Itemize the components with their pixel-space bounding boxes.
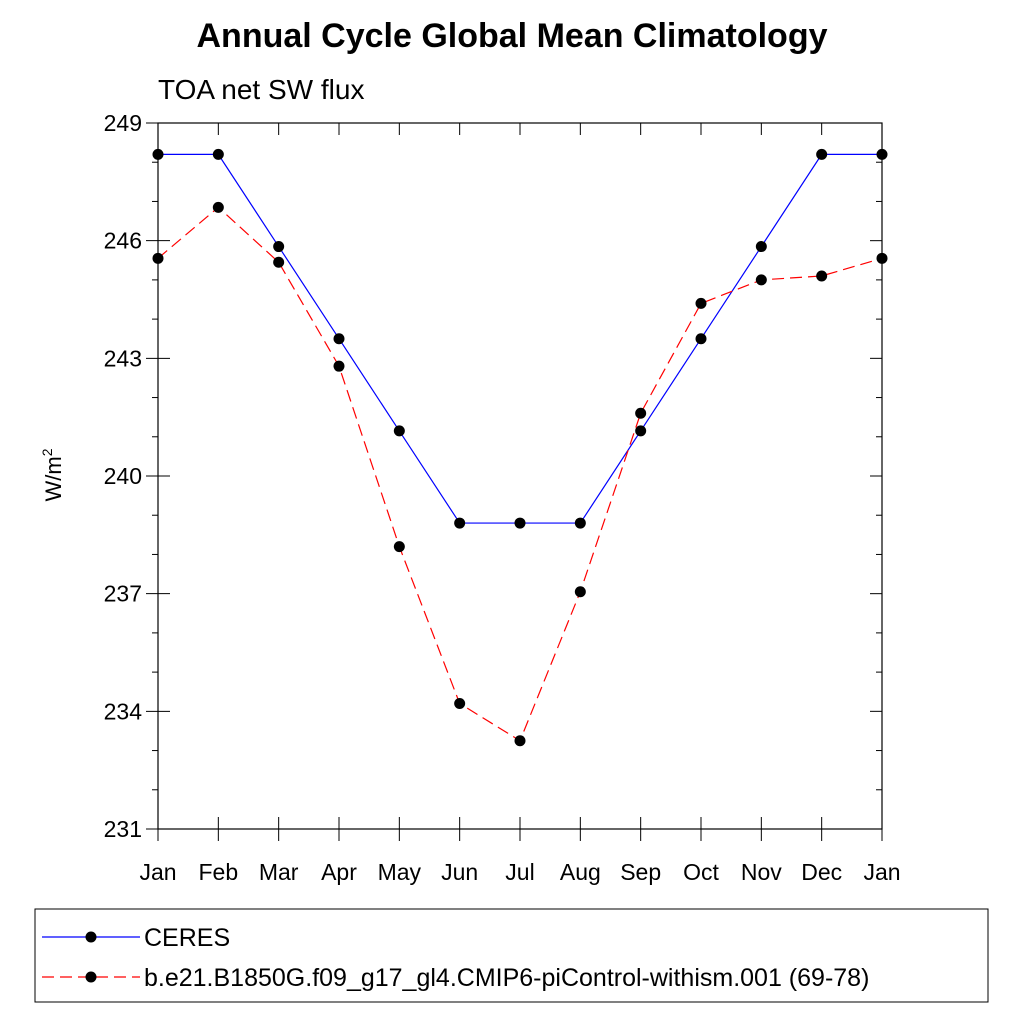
y-tick-label: 231: [104, 816, 142, 842]
chart-subtitle: TOA net SW flux: [158, 74, 364, 105]
series-2-point: [393, 541, 405, 553]
y-axis-label-superscript: 2: [39, 448, 55, 456]
tick-labels: 231 234 237 240 243 246 249 Jan Feb Mar Apr May Jun J…: [104, 110, 901, 885]
y-tick-label: 243: [104, 345, 142, 371]
x-tick-label: Apr: [321, 859, 357, 885]
y-tick-label: 246: [104, 228, 142, 254]
series-1-point: [273, 241, 285, 253]
series-2-point: [454, 697, 466, 709]
series-1-point: [635, 425, 647, 437]
y-tick-label: 237: [104, 581, 142, 607]
series-1-point: [695, 333, 707, 345]
series-1-point: [454, 517, 466, 529]
series-1-point: [755, 241, 767, 253]
x-tick-label: Aug: [560, 859, 601, 885]
x-tick-label: Mar: [259, 859, 299, 885]
x-tick-label: May: [378, 859, 422, 885]
legend-marker-2: [85, 971, 97, 983]
x-tick-label: Jul: [505, 859, 534, 885]
series-2-point: [273, 256, 285, 268]
series-1-point: [816, 148, 828, 160]
legend-marker-1: [85, 931, 97, 943]
x-tick-label: Jan: [139, 859, 176, 885]
legend-label-1: CERES: [144, 924, 230, 952]
y-axis-label: W/m2: [39, 448, 66, 501]
series-line-1: [158, 153, 882, 524]
plot-frame: [157, 122, 883, 830]
x-tick-label: Jan: [863, 859, 900, 885]
series-layer: [152, 148, 888, 747]
series-1-point: [212, 148, 224, 160]
y-tick-label: 234: [104, 698, 143, 724]
series-2-point: [695, 297, 707, 309]
x-tick-label: Nov: [741, 859, 782, 885]
x-tick-label: Feb: [199, 859, 239, 885]
x-tick-label: Dec: [801, 859, 842, 885]
series-1-point: [574, 517, 586, 529]
y-axis-label-base: W/m: [41, 456, 66, 501]
x-tick-label: Oct: [683, 859, 719, 885]
series-2-point: [514, 735, 526, 747]
y-tick-label: 249: [104, 110, 142, 136]
chart-title: Annual Cycle Global Mean Climatology: [197, 17, 828, 55]
x-tick-label: Sep: [620, 859, 661, 885]
x-tick-label: Jun: [441, 859, 478, 885]
series-2-point: [333, 360, 345, 372]
series-1-point: [393, 425, 405, 437]
series-2-point: [635, 407, 647, 419]
series-2-point: [574, 586, 586, 598]
y-tick-label: 240: [104, 463, 142, 489]
series-line-2: [157, 206, 883, 742]
series-1-point: [514, 517, 526, 529]
series-1-point: [333, 333, 345, 345]
series-2-point: [755, 274, 767, 286]
legend: CERES b.e21.B1850G.f09_g17_gl4.CMIP6-piCo…: [34, 908, 989, 1003]
legend-box: [34, 908, 989, 1003]
series-2-point: [816, 270, 828, 282]
legend-label-2: b.e21.B1850G.f09_g17_gl4.CMIP6-piControl…: [144, 964, 869, 992]
series-2-point: [212, 201, 224, 213]
